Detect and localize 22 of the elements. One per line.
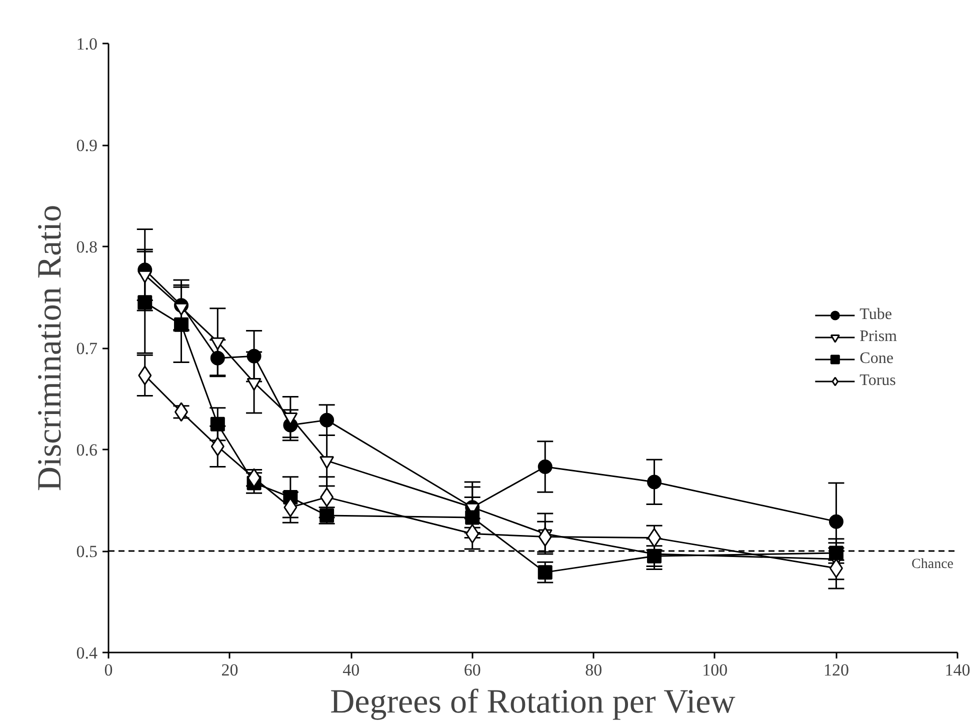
y-tick-label: 0.7 bbox=[76, 339, 98, 358]
y-tick-label: 0.9 bbox=[76, 136, 98, 155]
x-tick-label: 100 bbox=[702, 660, 728, 680]
legend-label: Torus bbox=[860, 370, 896, 390]
x-tick-label: 20 bbox=[221, 660, 238, 680]
x-tick-label: 40 bbox=[342, 660, 360, 680]
legend-label: Tube bbox=[860, 304, 892, 324]
y-tick-label: 0.8 bbox=[76, 238, 98, 256]
legend-label: Prism bbox=[860, 326, 897, 346]
y-axis-title: Discrimination Ratio bbox=[31, 204, 68, 492]
ref-line-label: Chance bbox=[912, 557, 954, 572]
x-tick-label: 0 bbox=[104, 660, 113, 680]
x-tick-label: 140 bbox=[944, 660, 970, 680]
legend-label: Cone bbox=[860, 348, 894, 368]
x-tick-label: 80 bbox=[585, 660, 602, 680]
y-tick-label: 1.0 bbox=[76, 34, 98, 54]
y-tick-label: 0.6 bbox=[76, 440, 98, 460]
x-tick-label: 60 bbox=[464, 660, 481, 680]
y-tick-label: 0.4 bbox=[76, 644, 98, 662]
x-tick-label: 120 bbox=[823, 660, 849, 680]
y-tick-label: 0.5 bbox=[76, 542, 98, 561]
x-axis-title: Degrees of Rotation per View bbox=[330, 684, 736, 720]
